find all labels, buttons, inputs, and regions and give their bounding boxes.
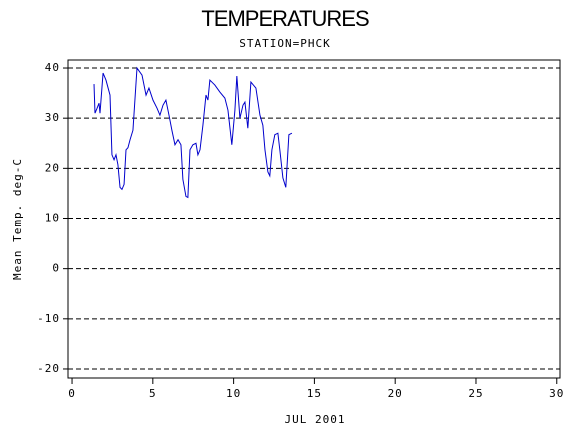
chart-title: TEMPERATURES (201, 6, 369, 31)
x-axis-label: JUL 2001 (285, 413, 346, 426)
x-tick-label: 0 (68, 387, 76, 400)
y-tick-label: 30 (45, 111, 60, 124)
x-tick-label: 15 (307, 387, 322, 400)
y-tick-label: 40 (45, 61, 60, 74)
x-tick-label: 25 (468, 387, 483, 400)
data-line (93, 66, 293, 199)
chart-subtitle: STATION=PHCK (239, 37, 330, 50)
y-tick-label: 20 (45, 161, 60, 174)
x-tick-label: 30 (549, 387, 564, 400)
y-tick-label: 10 (45, 211, 60, 224)
y-tick-label: -20 (37, 362, 60, 375)
y-axis-label: Mean Temp. deg-C (11, 158, 24, 280)
y-tick-label: -10 (37, 312, 60, 325)
y-tick-label: 0 (52, 262, 60, 275)
x-tick-label: 5 (149, 387, 157, 400)
x-tick-label: 20 (388, 387, 403, 400)
plot-frame (67, 59, 561, 379)
x-tick-label: 10 (226, 387, 241, 400)
